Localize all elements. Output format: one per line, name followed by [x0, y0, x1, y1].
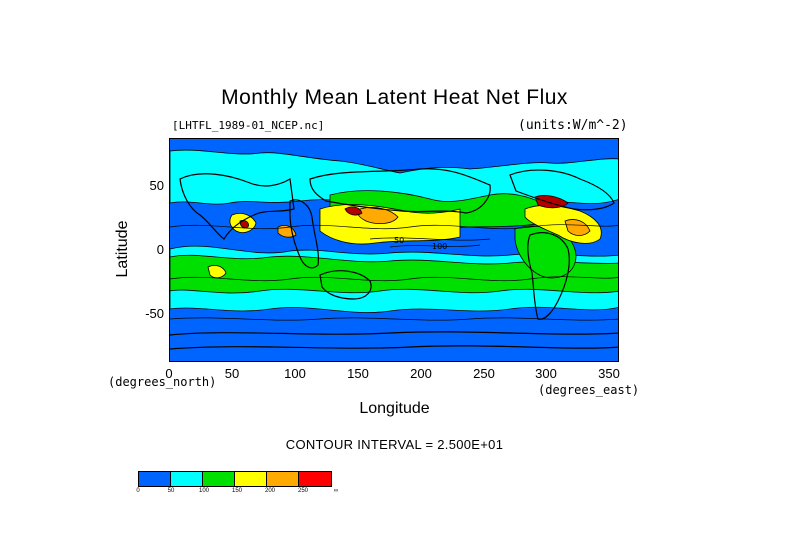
colorbar-label: 150 [231, 488, 243, 494]
x-tick-label: 0 [165, 366, 173, 381]
y-axis-label: Latitude [114, 220, 131, 278]
chart-title: Monthly Mean Latent Heat Net Flux [221, 86, 568, 109]
y-tick-label: 50 [149, 178, 164, 193]
colorbar-swatch [267, 472, 299, 486]
y-axis-units: (degrees_north) [108, 375, 217, 389]
x-tick-label: 350 [598, 366, 620, 381]
colorbar-swatch [139, 472, 171, 486]
x-tick-label: 250 [473, 366, 495, 381]
continent-outlines [170, 168, 618, 350]
colorbar-swatch [171, 472, 203, 486]
units-label: (units:W/m^-2) [518, 118, 628, 133]
map-plot-area: 50 100 [169, 138, 619, 362]
contour-lines [170, 224, 618, 321]
x-tick-label: 150 [347, 366, 369, 381]
colorbar [138, 471, 332, 487]
x-tick-label: 200 [410, 366, 432, 381]
colorbar-label: 250 [297, 488, 309, 494]
file-label: [LHTFL_1989-01_NCEP.nc] [172, 119, 325, 132]
colorbar-label: 200 [264, 488, 276, 494]
contour-interval-text: CONTOUR INTERVAL = 2.500E+01 [285, 437, 504, 452]
x-tick-label: 100 [284, 366, 306, 381]
x-axis-label: Longitude [359, 400, 430, 417]
colorbar-label: 100 [198, 488, 210, 494]
colorbar-swatch [299, 472, 331, 486]
contour-label: 100 [432, 242, 447, 251]
x-tick-label: 50 [224, 366, 240, 381]
yellow-regions [207, 204, 602, 279]
x-axis-units: (degrees_east) [538, 383, 640, 397]
colorbar-label: 50 [167, 488, 175, 494]
x-tick-label: 300 [535, 366, 557, 381]
colorbar-swatch [203, 472, 235, 486]
orange-regions [277, 207, 591, 238]
flux-map: 50 100 [170, 139, 618, 361]
red-regions [239, 195, 569, 229]
colorbar-label: 0 [136, 488, 140, 494]
colorbar-label: ∞ [333, 488, 339, 494]
colorbar-swatch [235, 472, 267, 486]
y-tick-label: 0 [156, 242, 164, 257]
contour-label: 50 [394, 236, 404, 245]
y-tick-label: -50 [145, 306, 164, 321]
